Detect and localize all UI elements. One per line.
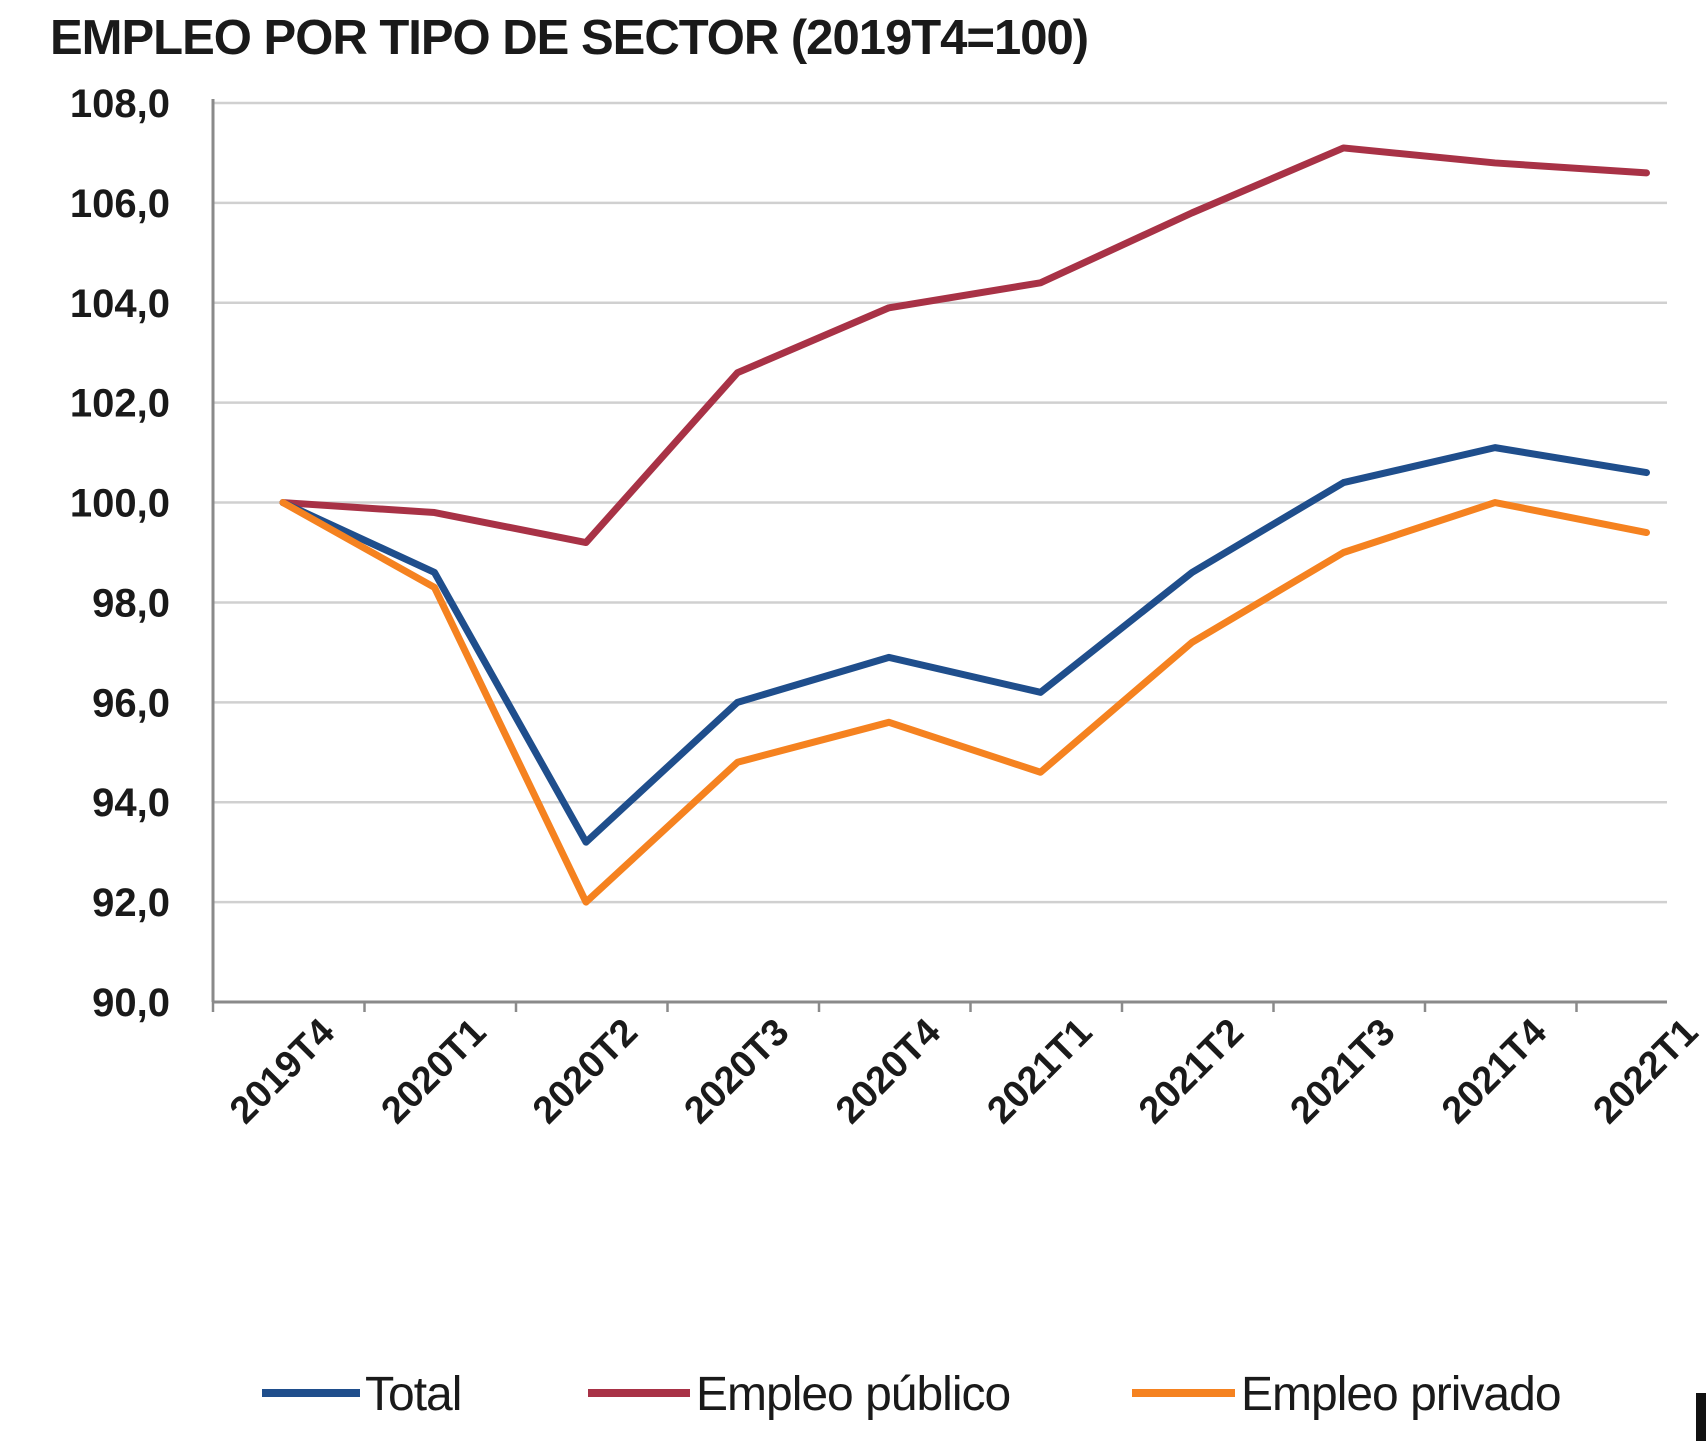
y-tick-label: 104,0 — [70, 282, 170, 326]
data-point — [887, 720, 891, 725]
data-point — [1190, 570, 1194, 575]
data-point — [1644, 530, 1649, 535]
legend-label: Empleo privado — [1241, 1368, 1561, 1421]
legend-label: Empleo público — [696, 1368, 1010, 1421]
x-tick-label: 2021T3 — [1283, 1011, 1404, 1132]
edge-mark — [1696, 1393, 1706, 1441]
data-point — [887, 655, 891, 660]
data-point — [1493, 500, 1497, 505]
y-tick-label: 90,0 — [92, 981, 170, 1025]
y-tick-label: 102,0 — [70, 382, 170, 426]
data-point — [432, 585, 437, 590]
x-tick-label: 2020T3 — [677, 1011, 798, 1132]
chart-title: EMPLEO POR TIPO DE SECTOR (2019T4=100) — [50, 11, 1089, 65]
y-tick-label: 100,0 — [70, 482, 170, 526]
x-tick-label: 2020T2 — [525, 1011, 646, 1132]
x-tick-label: 2022T1 — [1586, 1011, 1706, 1132]
x-tick-label: 2019T4 — [222, 1011, 343, 1132]
x-tick-label: 2020T1 — [374, 1011, 495, 1132]
data-point — [584, 900, 588, 905]
series-line-total — [279, 444, 1650, 846]
data-point — [584, 540, 588, 545]
data-point — [1493, 445, 1497, 450]
data-point — [432, 510, 437, 515]
y-tick-label: 98,0 — [92, 581, 170, 625]
data-point — [584, 840, 588, 845]
data-point — [735, 760, 740, 765]
x-tick-label: 2021T2 — [1131, 1011, 1252, 1132]
data-point — [1190, 210, 1194, 215]
data-point — [1038, 280, 1043, 285]
data-point — [1038, 690, 1043, 695]
data-point — [1493, 160, 1497, 165]
y-tick-label: 106,0 — [70, 182, 170, 226]
data-point — [735, 370, 740, 375]
x-tick-label: 2021T4 — [1434, 1011, 1555, 1132]
y-tick-label: 108,0 — [70, 82, 170, 126]
data-point — [281, 500, 285, 505]
data-point — [1644, 470, 1649, 475]
x-tick-label: 2020T4 — [828, 1011, 949, 1132]
data-point — [1038, 770, 1043, 775]
data-point — [1190, 640, 1194, 645]
data-point — [1341, 550, 1346, 555]
y-tick-label: 94,0 — [92, 781, 170, 825]
data-point — [1341, 145, 1346, 150]
y-tick-label: 92,0 — [92, 881, 170, 925]
data-point — [735, 700, 740, 705]
data-point — [1644, 170, 1649, 175]
data-point — [432, 570, 437, 575]
data-point — [1341, 480, 1346, 485]
series-line-empleo-privado — [279, 499, 1650, 906]
series-line-empleo-pblico — [279, 144, 1650, 547]
data-point — [887, 305, 891, 310]
legend-label: Total — [365, 1368, 461, 1421]
y-tick-label: 96,0 — [92, 681, 170, 725]
x-tick-label: 2021T1 — [980, 1011, 1101, 1132]
